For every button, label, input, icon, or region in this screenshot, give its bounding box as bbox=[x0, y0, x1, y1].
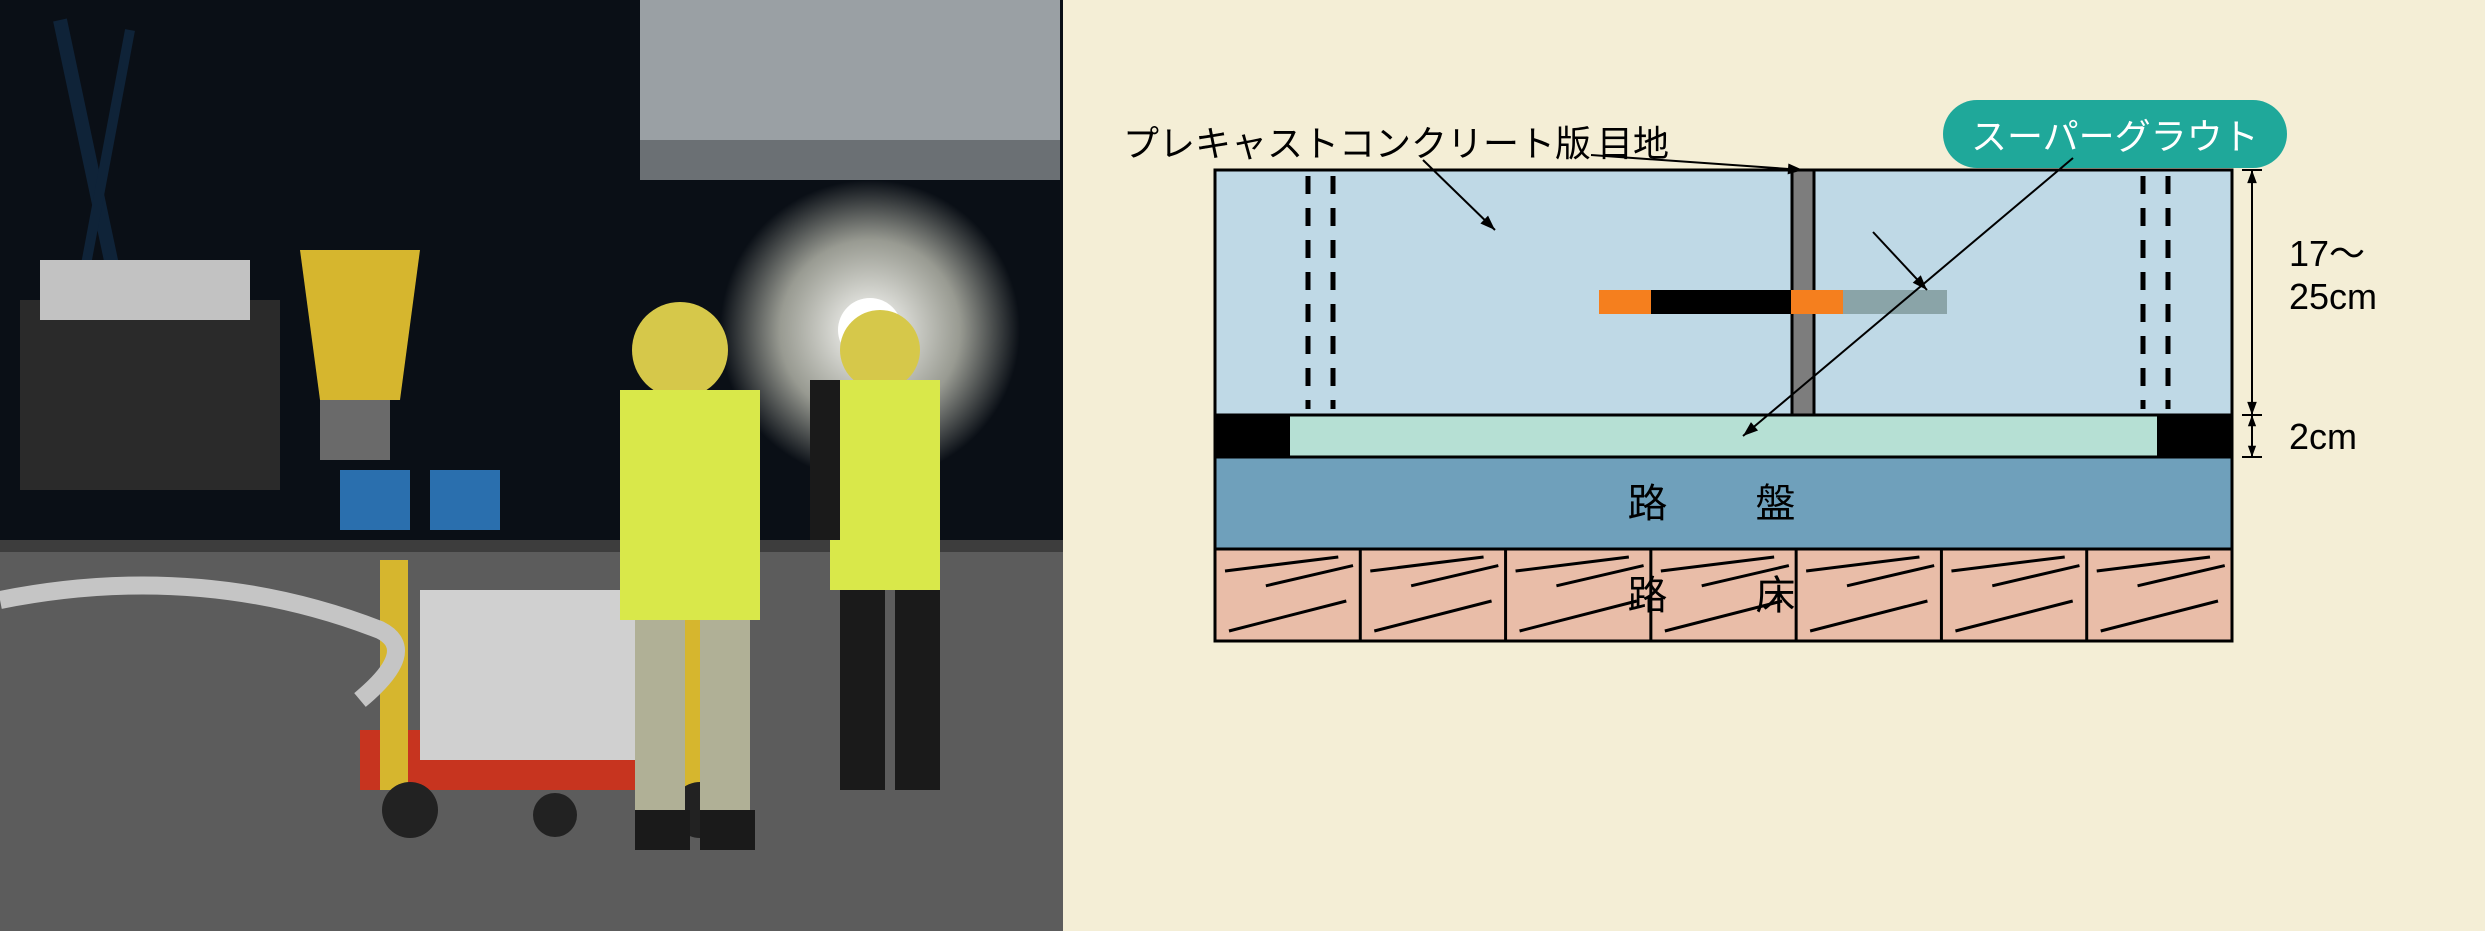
construction-photo bbox=[0, 0, 1063, 931]
dim-upper: 17～ 25cm bbox=[2289, 232, 2377, 318]
photo-svg bbox=[0, 0, 1063, 931]
cross-section-diagram: プレキャストコンクリート版 目地 ジョイントグラウト スーパーグラウト 路 盤路… bbox=[1063, 0, 2485, 931]
svg-text:路 床: 路 床 bbox=[1628, 574, 1820, 618]
dim-lower: 2cm bbox=[2289, 416, 2357, 458]
svg-text:路 盤: 路 盤 bbox=[1628, 482, 1820, 526]
cross-section-svg: 路 盤路 床 bbox=[1063, 0, 2485, 931]
